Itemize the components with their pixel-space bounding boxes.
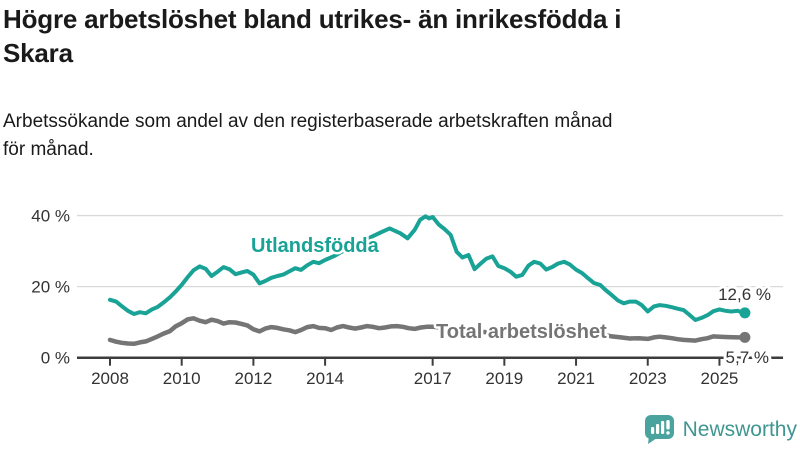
y-tick-label: 40 %	[31, 207, 70, 226]
total-endpoint-dot	[739, 331, 751, 343]
newsworthy-logo-text: Newsworthy	[682, 417, 797, 441]
x-tick-label: 2025	[701, 369, 739, 388]
x-tick-label: 2023	[629, 369, 667, 388]
y-tick-label: 0 %	[41, 349, 70, 368]
gridlines	[77, 214, 783, 288]
x-tick-label: 2021	[557, 369, 595, 388]
x-tick-label: 2010	[163, 369, 201, 388]
x-tick-label: 2014	[306, 369, 344, 388]
utlandsfodda-line	[108, 214, 747, 322]
x-tick-label: 2019	[485, 369, 523, 388]
total-series-label: Total arbetslöshet	[436, 321, 607, 343]
utlandsfodda-end-value-label: 12,6 %	[718, 285, 771, 304]
bar-chart-speech-bubble-icon	[644, 415, 674, 444]
y-tick-label: 20 %	[31, 278, 70, 297]
axes: 0 % 20 % 40 % 2008 2010 2012 2014 2017 2019 2021 2…	[31, 207, 783, 388]
utlandsfodda-endpoint-dot	[739, 307, 751, 319]
newsworthy-logo[interactable]: Newsworthy	[644, 414, 797, 445]
utlandsfodda-series-label: Utlandsfödda	[251, 235, 380, 257]
page-subtitle: Arbetssökande som andel av den registerb…	[3, 111, 613, 160]
total-line	[107, 316, 748, 347]
x-tick-label: 2008	[91, 369, 129, 388]
total-end-value-label: 5,7 %	[726, 348, 769, 367]
x-tick-label: 2017	[414, 369, 452, 388]
page-title: Högre arbetslöshet bland utrikes- än inr…	[3, 4, 622, 68]
x-tick-label: 2012	[234, 369, 272, 388]
